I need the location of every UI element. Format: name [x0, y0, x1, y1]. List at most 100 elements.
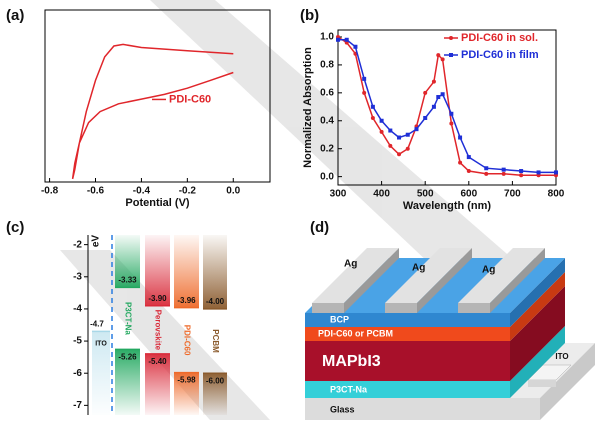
marker: [423, 90, 428, 95]
lumo-label: -3.33: [118, 276, 137, 285]
layer-label: BCP: [330, 314, 349, 324]
y-tick-label: -3: [73, 271, 82, 282]
y-tick-label: -7: [73, 400, 82, 411]
ito-front: [528, 380, 556, 387]
y-tick-label: -6: [73, 368, 82, 379]
x-tick-label: -0.4: [133, 186, 151, 197]
homo-block: [174, 372, 199, 415]
marker: [431, 104, 436, 109]
legend-label: PDI-C60: [169, 93, 211, 105]
electrode-top: [458, 248, 545, 303]
electrode-front: [312, 303, 344, 313]
lumo-label: -4.00: [206, 297, 225, 306]
marker: [436, 95, 441, 100]
y-tick-label: 1.0: [320, 32, 334, 43]
y-tick-label: 0.8: [320, 60, 334, 71]
plot-frame: [337, 29, 557, 186]
y-tick-label: -2: [73, 239, 82, 250]
legend-marker: [449, 53, 453, 57]
marker: [536, 170, 541, 175]
marker: [484, 166, 489, 171]
marker: [501, 171, 506, 176]
material-label: Perovskite: [153, 310, 162, 351]
layer-side: [510, 326, 565, 398]
device: Ag Ag Ag BCP PDI-C60 or PCBM MAPbI3 P3CT…: [305, 248, 595, 420]
legend-marker: [449, 36, 453, 40]
lumo-block: [115, 235, 140, 288]
electrode-front: [385, 303, 417, 313]
y-tick-label: -4: [73, 304, 82, 315]
homo-block: [203, 373, 227, 415]
y-tick-label: 0.0: [320, 171, 334, 182]
electrode-side: [417, 248, 472, 313]
marker: [440, 57, 445, 62]
marker: [379, 129, 384, 134]
layer-front: [305, 313, 510, 327]
x-axis-label: Wavelength (nm): [403, 200, 492, 212]
marker: [519, 173, 524, 178]
electrode: [312, 248, 545, 313]
lumo-block: [203, 235, 227, 309]
series-line: [337, 36, 556, 176]
x-tick-label: 700: [504, 189, 521, 200]
marker: [449, 121, 454, 126]
material-label: ITO: [95, 340, 107, 347]
marker: [353, 44, 358, 49]
layer-front: [305, 327, 510, 341]
y-tick-label: 0.4: [320, 115, 334, 126]
marker: [362, 76, 367, 81]
electrode-label: Ag: [482, 265, 495, 276]
marker: [436, 53, 441, 58]
x-tick-label: 300: [330, 189, 347, 200]
layer-front: [305, 381, 510, 398]
layer-label: PDI-C60 or PCBM: [318, 328, 393, 338]
marker: [501, 167, 506, 172]
layer-label: P3CT-Na: [330, 384, 368, 394]
series-line: [71, 43, 234, 180]
layer-side: [510, 258, 565, 327]
homo-label: -5.26: [118, 353, 137, 362]
material-label: P3CT-Na: [123, 302, 132, 335]
x-tick-label: -0.6: [87, 186, 105, 197]
glass-side: [540, 343, 595, 420]
material-label: PCBM: [211, 329, 220, 353]
electrode-top: [312, 248, 399, 303]
layer-front: [305, 341, 510, 381]
homo-block: [115, 349, 140, 415]
marker: [370, 104, 375, 109]
marker: [466, 155, 471, 160]
lumo-block: [174, 235, 199, 308]
homo-label: -5.40: [148, 357, 167, 366]
y-tick-label: 0.2: [320, 143, 334, 154]
y-axis-label: eV: [91, 235, 102, 248]
layer-side: [510, 286, 565, 381]
marker: [519, 169, 524, 174]
marker: [405, 146, 410, 151]
marker: [336, 37, 340, 42]
electrode-label: Ag: [344, 259, 357, 270]
layer-side: [510, 272, 565, 341]
homo-label: -6.00: [206, 376, 225, 385]
x-tick-label: 500: [417, 189, 434, 200]
marker: [379, 118, 384, 123]
marker: [362, 90, 367, 95]
panel-label: (c): [6, 219, 24, 236]
legend-label: PDI-C60 in film: [461, 49, 539, 61]
level-label: -4.7: [90, 320, 104, 329]
layer-label: Glass: [330, 404, 355, 414]
watermark-band: [150, 0, 560, 330]
marker: [440, 92, 445, 97]
marker: [405, 132, 410, 137]
homo-block: [145, 353, 170, 415]
level-block: [92, 331, 110, 415]
y-axis-label: Normalized Absorption: [302, 47, 314, 168]
electrode-front: [458, 303, 490, 313]
marker: [458, 135, 463, 140]
lumo-label: -3.90: [148, 294, 167, 303]
panel-label: (b): [300, 7, 319, 24]
contact-label: ITO: [555, 352, 568, 361]
marker: [449, 111, 454, 116]
marker: [484, 171, 489, 176]
lumo-block: [145, 235, 170, 306]
